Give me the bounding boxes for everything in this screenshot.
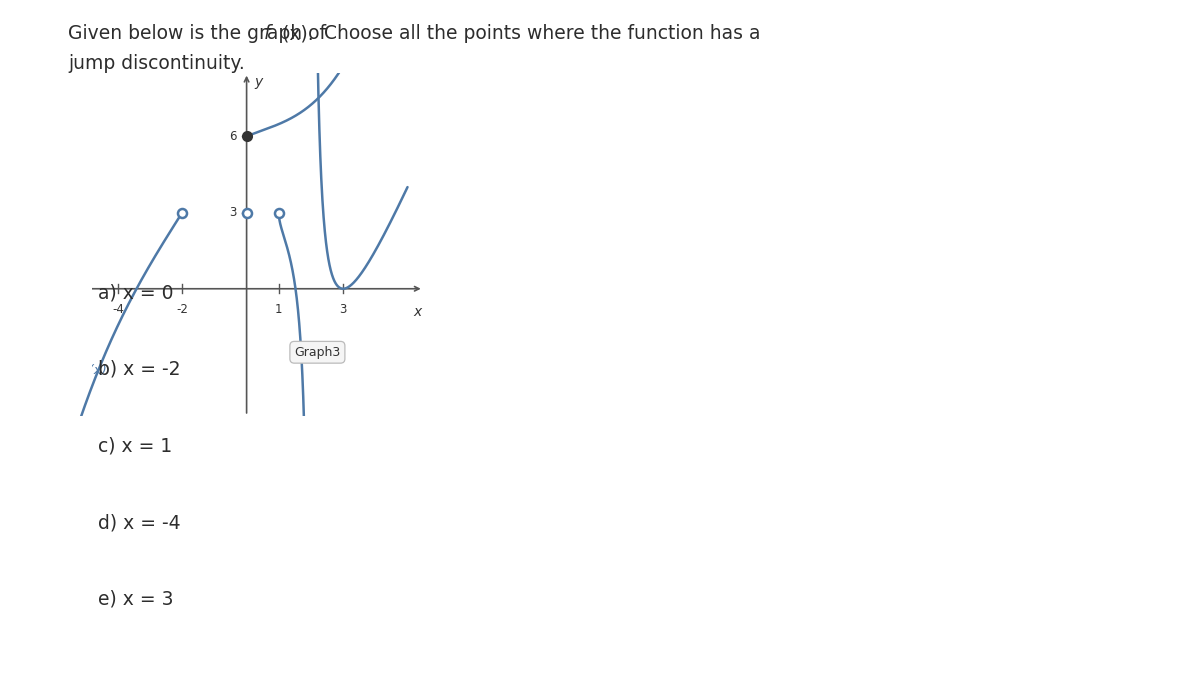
- FancyBboxPatch shape: [66, 353, 95, 385]
- Text: -4: -4: [112, 303, 124, 316]
- Text: Choose all the points where the function has a: Choose all the points where the function…: [318, 24, 761, 43]
- Text: x: x: [414, 305, 422, 319]
- Text: Graph3: Graph3: [294, 346, 341, 359]
- Text: b) x = -2: b) x = -2: [98, 360, 181, 379]
- Text: d) x = -4: d) x = -4: [98, 514, 181, 533]
- Text: 3: 3: [340, 303, 347, 316]
- FancyBboxPatch shape: [66, 277, 95, 309]
- Text: jump discontinuity.: jump discontinuity.: [68, 54, 245, 73]
- Text: e) x = 3: e) x = 3: [98, 590, 174, 609]
- FancyBboxPatch shape: [66, 584, 95, 615]
- Text: f(x): f(x): [84, 364, 107, 376]
- Text: Given below is the graph of: Given below is the graph of: [68, 24, 332, 43]
- FancyBboxPatch shape: [66, 430, 95, 462]
- FancyBboxPatch shape: [66, 507, 95, 539]
- Text: f: f: [264, 24, 271, 43]
- Text: c) x = 1: c) x = 1: [98, 436, 173, 455]
- Text: y: y: [254, 76, 263, 89]
- Text: a) x = 0: a) x = 0: [98, 283, 174, 303]
- Text: 3: 3: [229, 206, 236, 219]
- Text: (x).: (x).: [276, 24, 313, 43]
- Text: 6: 6: [229, 130, 236, 143]
- Text: 1: 1: [275, 303, 282, 316]
- Text: -2: -2: [176, 303, 188, 316]
